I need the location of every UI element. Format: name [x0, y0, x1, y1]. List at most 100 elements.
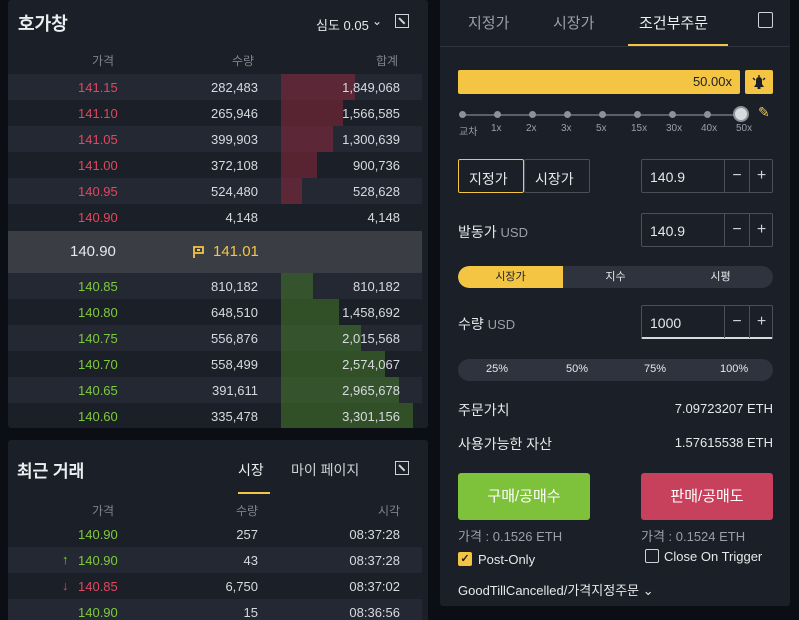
price-cell: 141.00 — [78, 158, 118, 173]
percent-selector: 25% 50% 75% 100% — [458, 359, 773, 381]
sell-button[interactable]: 판매/공매도 — [641, 473, 773, 520]
qty-label-text: 수량 — [458, 316, 484, 332]
ask-row[interactable]: 140.95 524,480 528,628 — [8, 178, 422, 204]
price-input[interactable]: 140.9 — [650, 169, 686, 185]
qty-unit: USD — [487, 317, 516, 332]
total-cell: 1,849,068 — [342, 80, 400, 95]
depth-bar — [281, 126, 333, 152]
expand-icon[interactable] — [395, 461, 409, 475]
time-cell: 08:37:28 — [349, 553, 400, 568]
qty-cell: 257 — [236, 527, 258, 542]
bid-row[interactable]: 140.85 810,182 810,182 — [8, 273, 422, 299]
slider-tick-dot[interactable] — [494, 111, 501, 118]
trigger-price-input[interactable]: 140.9 — [650, 223, 686, 239]
order-value: 7.09723207 ETH — [674, 401, 773, 416]
slider-tick-label: 15x — [631, 123, 648, 134]
bid-row[interactable]: 140.75 556,876 2,015,568 — [8, 325, 422, 351]
chevron-down-icon[interactable]: ⌄ — [372, 14, 383, 28]
tab-limit[interactable]: 지정가 — [468, 15, 510, 32]
orderbook-panel: 호가창 심도 0.05 ⌄ 가격 수량 합계 141.15 282,483 1,84… — [8, 0, 428, 428]
ask-row[interactable]: 141.05 399,903 1,300,639 — [8, 126, 422, 152]
depth-bar — [281, 178, 302, 204]
tab-my-page[interactable]: 마이 페이지 — [291, 462, 360, 478]
price-cell: 140.85 — [78, 579, 118, 594]
depth-selector[interactable]: 심도 0.05 — [316, 18, 369, 33]
trigger-type-index[interactable]: 지수 — [605, 271, 626, 283]
qty-cell: 282,483 — [211, 80, 258, 95]
qty-stepper[interactable]: 1000 − + — [641, 305, 773, 339]
bid-row[interactable]: 140.60 335,478 3,301,156 — [8, 403, 422, 428]
pencil-icon[interactable]: ✎ — [758, 104, 770, 120]
slider-tick-dot[interactable] — [564, 111, 571, 118]
ask-row[interactable]: 140.90 4,148 4,148 — [8, 204, 422, 230]
type-limit-button[interactable]: 지정가 — [458, 159, 524, 193]
price-stepper[interactable]: 140.9 − + — [641, 159, 773, 193]
qty-cell: 43 — [243, 553, 258, 568]
slider-tick-dot[interactable] — [529, 111, 536, 118]
ask-row[interactable]: 141.15 282,483 1,849,068 — [8, 74, 422, 100]
type-market-button[interactable]: 시장가 — [524, 159, 590, 193]
tab-active-indicator — [628, 44, 728, 46]
expand-icon[interactable] — [395, 14, 409, 28]
plus-icon[interactable]: + — [749, 214, 773, 246]
total-cell: 810,182 — [353, 279, 400, 294]
slider-tick-dot[interactable] — [704, 111, 711, 118]
time-cell: 08:37:02 — [349, 579, 400, 594]
ask-row[interactable]: 141.10 265,946 1,566,585 — [8, 100, 422, 126]
plus-icon[interactable]: + — [749, 160, 773, 192]
post-only-label[interactable]: Post-Only — [478, 552, 536, 567]
slider-tick-dot[interactable] — [599, 111, 606, 118]
trigger-type-market[interactable]: 시장가 — [458, 266, 563, 288]
qty-cell: 372,108 — [211, 158, 258, 173]
tab-market[interactable]: 시장 — [238, 462, 264, 478]
slider-tick-label: 1x — [491, 123, 502, 134]
total-cell: 3,301,156 — [342, 409, 400, 424]
last-price: 140.90 — [70, 243, 116, 260]
slider-tick-label: 2x — [526, 123, 537, 134]
bid-row[interactable]: 140.70 558,499 2,574,067 — [8, 351, 422, 377]
buy-button[interactable]: 구매/공매수 — [458, 473, 590, 520]
percent-100[interactable]: 100% — [720, 363, 749, 375]
col-header-total: 합계 — [376, 54, 399, 68]
leverage-slider-handle[interactable] — [733, 106, 749, 122]
trigger-price-stepper[interactable]: 140.9 − + — [641, 213, 773, 247]
depth-bar — [281, 100, 344, 126]
percent-75[interactable]: 75% — [644, 363, 667, 375]
depth-bar — [281, 377, 400, 403]
tab-market-order[interactable]: 시장가 — [553, 15, 595, 32]
time-in-force-selector[interactable]: GoodTillCancelled/가격지정주문 ⌄ — [458, 583, 654, 598]
minus-icon[interactable]: − — [724, 160, 749, 192]
percent-50[interactable]: 50% — [566, 363, 589, 375]
tab-conditional[interactable]: 조건부주문 — [639, 15, 709, 32]
plus-icon[interactable]: + — [749, 306, 773, 338]
post-only-checkbox[interactable]: ✓ — [458, 552, 472, 566]
sell-cost: 가격 : 0.1524 ETH — [641, 529, 746, 544]
close-on-trigger-checkbox[interactable] — [645, 549, 659, 563]
price-cell: 140.75 — [78, 331, 118, 346]
calculator-icon[interactable] — [758, 12, 773, 28]
leverage-display[interactable]: 50.00x — [458, 70, 740, 94]
slider-tick-dot[interactable] — [669, 111, 676, 118]
qty-input[interactable]: 1000 — [650, 315, 682, 331]
total-cell: 1,458,692 — [342, 305, 400, 320]
bid-row[interactable]: 140.65 391,611 2,965,678 — [8, 377, 422, 403]
trade-row: 140.90 15 08:36:56 — [8, 599, 422, 620]
price-cell: 140.90 — [78, 553, 118, 568]
ask-row[interactable]: 141.00 372,108 900,736 — [8, 152, 422, 178]
time-cell: 08:36:56 — [349, 605, 400, 620]
alarm-icon[interactable] — [745, 70, 773, 94]
minus-icon[interactable]: − — [724, 214, 749, 246]
total-cell: 2,574,067 — [342, 357, 400, 372]
bid-row[interactable]: 140.80 648,510 1,458,692 — [8, 299, 422, 325]
minus-icon[interactable]: − — [724, 306, 749, 338]
percent-25[interactable]: 25% — [486, 363, 509, 375]
trigger-type-mark[interactable]: 시평 — [710, 271, 731, 283]
qty-cell: 15 — [243, 605, 258, 620]
slider-tick-dot[interactable] — [634, 111, 641, 118]
price-cell: 140.80 — [78, 305, 118, 320]
close-on-trigger-label[interactable]: Close On Trigger — [664, 549, 763, 564]
depth-bar — [281, 325, 361, 351]
order-value-label: 주문가치 — [458, 402, 510, 418]
slider-tick-dot[interactable] — [459, 111, 466, 118]
depth-bar — [281, 351, 385, 377]
